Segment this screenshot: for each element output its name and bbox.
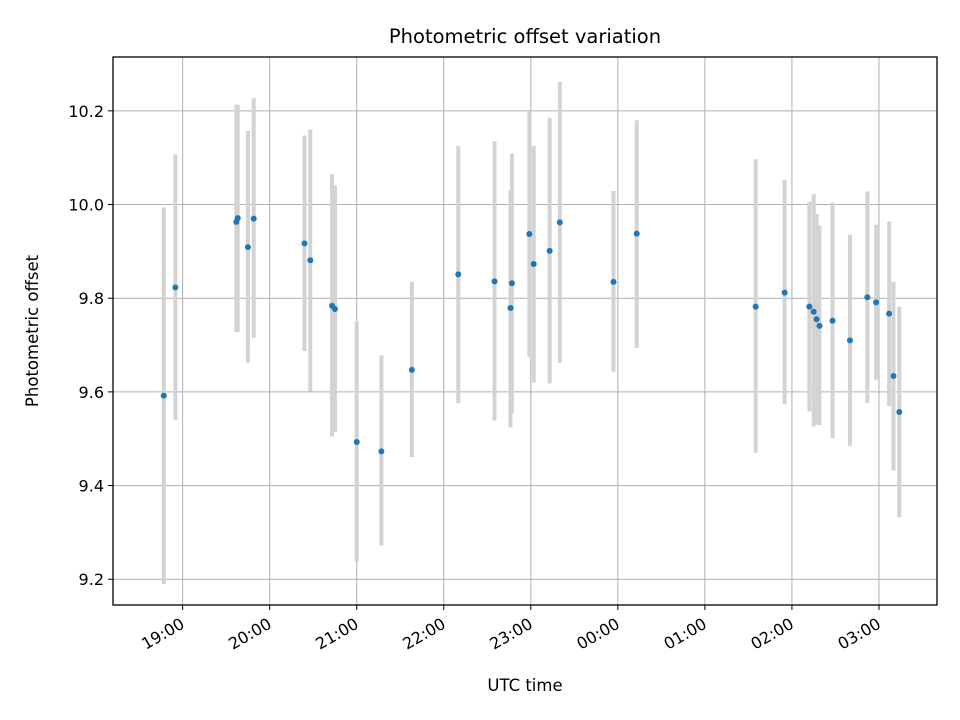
data-point bbox=[307, 257, 314, 264]
grid bbox=[113, 57, 937, 605]
data-point bbox=[806, 303, 813, 310]
data-point bbox=[378, 448, 385, 455]
data-point bbox=[556, 219, 563, 226]
y-tick-label: 9.8 bbox=[79, 289, 104, 308]
x-axis-title: UTC time bbox=[487, 676, 562, 695]
y-axis-title: Photometric offset bbox=[23, 254, 42, 407]
data-point bbox=[752, 303, 759, 310]
data-point bbox=[507, 305, 514, 312]
data-point bbox=[896, 409, 903, 416]
data-point bbox=[353, 439, 360, 446]
data-point bbox=[160, 392, 167, 399]
data-point bbox=[301, 240, 308, 247]
data-point bbox=[816, 322, 823, 329]
data-point bbox=[408, 366, 415, 373]
data-point bbox=[781, 289, 788, 296]
y-tick-label: 9.6 bbox=[79, 383, 104, 402]
data-point bbox=[610, 278, 617, 285]
data-point bbox=[810, 308, 817, 315]
y-axis: 9.2 9.4 9.6 9.8 10.0 10.2 bbox=[68, 102, 113, 589]
y-tick-label: 9.4 bbox=[79, 477, 104, 496]
data-point bbox=[813, 316, 820, 323]
data-point bbox=[890, 372, 897, 379]
y-tick-label: 10.0 bbox=[68, 196, 104, 215]
data-point bbox=[886, 310, 893, 317]
chart-title: Photometric offset variation bbox=[389, 25, 661, 48]
data-point bbox=[250, 215, 257, 222]
data-point bbox=[491, 278, 498, 285]
y-tick-label: 9.2 bbox=[79, 570, 104, 589]
data-point bbox=[873, 299, 880, 306]
data-point bbox=[331, 305, 338, 312]
data-point bbox=[829, 317, 836, 324]
data-point bbox=[633, 230, 640, 237]
data-point bbox=[530, 261, 537, 268]
data-point bbox=[864, 294, 871, 301]
data-points bbox=[160, 215, 903, 455]
y-tick-label: 10.2 bbox=[68, 102, 104, 121]
plot-frame bbox=[112, 56, 938, 606]
data-point bbox=[234, 215, 241, 222]
data-point bbox=[526, 231, 533, 238]
data-point bbox=[508, 280, 515, 287]
data-point bbox=[546, 247, 553, 254]
data-point bbox=[172, 284, 179, 291]
data-point bbox=[244, 244, 251, 251]
data-point bbox=[846, 337, 853, 344]
data-point bbox=[455, 271, 462, 278]
